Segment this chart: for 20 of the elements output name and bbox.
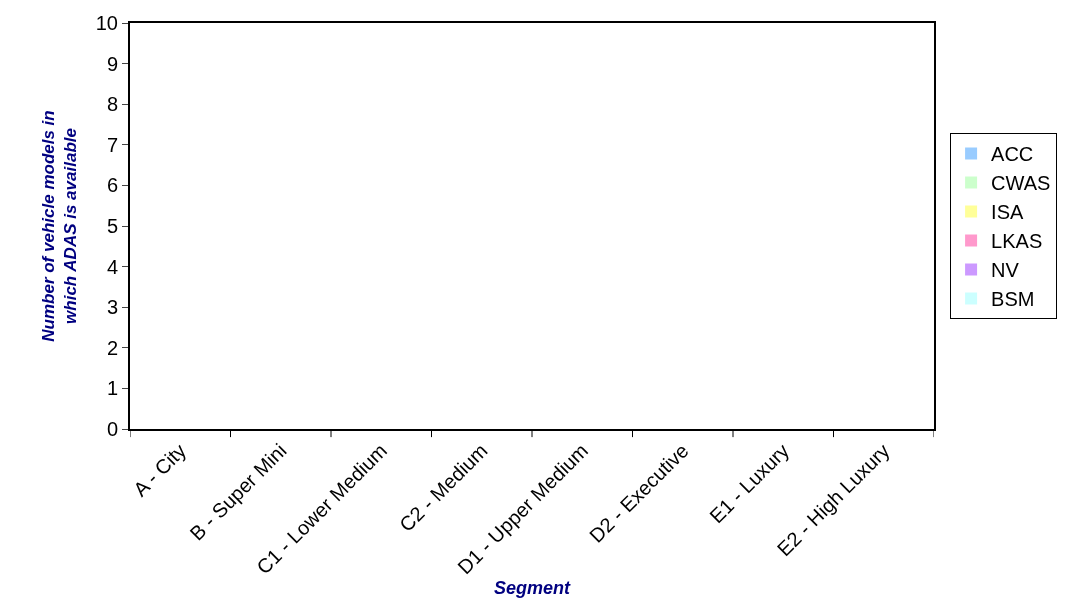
y-tick-label: 3 xyxy=(106,296,118,319)
y-tick-label: 5 xyxy=(106,215,118,237)
y-tick-label: 4 xyxy=(106,255,118,278)
x-tick-label: A - City xyxy=(129,439,191,501)
y-tick-label: 7 xyxy=(106,133,118,156)
legend-label: ACC xyxy=(991,143,1034,166)
x-axis-title: Segment xyxy=(493,578,572,599)
legend-label: NV xyxy=(991,259,1020,282)
y-tick-label: 6 xyxy=(106,174,118,197)
y-axis-title: Number of vehicle models in which ADAS is available xyxy=(38,110,80,342)
legend-label: ISA xyxy=(991,201,1024,224)
legend-label: CWAS xyxy=(991,172,1051,195)
y-tick-label: 0 xyxy=(106,418,118,440)
y-tick-label: 10 xyxy=(95,12,118,34)
y-tick-label: 2 xyxy=(106,336,118,359)
legend-label: LKAS xyxy=(991,230,1043,253)
y-tick-label: 1 xyxy=(106,377,118,400)
y-tick-label: 9 xyxy=(106,52,118,75)
y-tick-label: 8 xyxy=(106,93,118,116)
legend-label: BSM xyxy=(991,288,1035,311)
